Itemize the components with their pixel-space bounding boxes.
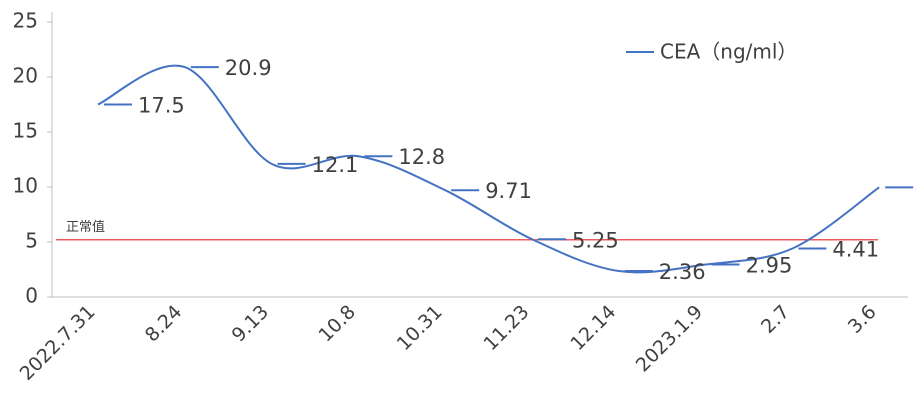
y-tick-label: 5 bbox=[25, 229, 38, 253]
x-tick-label: 12.14 bbox=[566, 301, 620, 355]
x-tick-label: 3.6 bbox=[844, 301, 881, 338]
x-tick-label: 8.24 bbox=[141, 301, 186, 346]
x-tick-label: 10.31 bbox=[393, 301, 447, 355]
legend-label-cea: CEA（ng/ml） bbox=[660, 40, 797, 64]
x-tick-label: 2.7 bbox=[757, 301, 794, 338]
legend: CEA（ng/ml） bbox=[626, 40, 797, 64]
series-line-cea bbox=[97, 64, 880, 274]
x-tick-label: 11.23 bbox=[480, 301, 534, 355]
data-label: 2.36 bbox=[659, 260, 706, 284]
data-label: 2.95 bbox=[746, 254, 793, 278]
data-label: 9.71 bbox=[485, 179, 532, 203]
x-tick-label: 2023.1.9 bbox=[632, 301, 707, 376]
x-tick-label: 10.8 bbox=[314, 301, 359, 346]
y-tick-label: 15 bbox=[13, 119, 38, 143]
data-label: 12.1 bbox=[312, 153, 359, 177]
data-label: 12.8 bbox=[398, 145, 445, 169]
y-axis: 0 5 10 15 20 25 bbox=[13, 9, 53, 308]
reference-line-label: 正常值 bbox=[66, 219, 105, 235]
data-labels: 17.520.912.112.89.715.252.362.954.419.97 bbox=[104, 56, 920, 284]
y-tick-label: 10 bbox=[13, 174, 38, 198]
y-tick-label: 20 bbox=[13, 64, 38, 88]
y-tick-label: 25 bbox=[13, 9, 38, 33]
x-tick-label: 2022.7.31 bbox=[16, 301, 100, 385]
data-label: 20.9 bbox=[225, 56, 272, 80]
data-label: 4.41 bbox=[832, 237, 879, 261]
y-tick-label: 0 bbox=[25, 284, 38, 308]
data-label: 17.5 bbox=[138, 94, 185, 118]
x-tick-label: 9.13 bbox=[228, 301, 273, 346]
x-axis-tick-labels: 2022.7.31 8.24 9.13 10.8 10.31 11.23 12.14 2023… bbox=[16, 301, 881, 385]
data-label: 5.25 bbox=[572, 228, 619, 252]
